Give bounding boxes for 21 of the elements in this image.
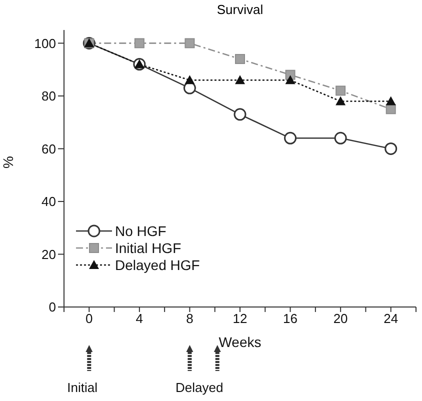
legend-label: Delayed HGF xyxy=(115,256,200,272)
x-tick-label: 20 xyxy=(333,311,348,326)
y-axis-title: % xyxy=(0,156,16,168)
text: Initial xyxy=(67,380,98,395)
text: Delayed xyxy=(176,380,224,395)
y-tick-label: 60 xyxy=(42,141,56,156)
x-tick-label: 4 xyxy=(136,311,144,326)
y-tick-label: 80 xyxy=(42,88,56,104)
chart-title: Survival xyxy=(216,2,264,17)
x-axis-title: Weeks xyxy=(218,334,262,350)
x-tick-label: 16 xyxy=(283,311,298,326)
x-tick-label: 8 xyxy=(186,311,194,326)
y-tick-label: 0 xyxy=(48,300,56,315)
y-tick-label: 20 xyxy=(42,246,56,262)
x-tick-label: 12 xyxy=(232,311,248,326)
legend-label: No HGF xyxy=(115,222,166,238)
y-tick-label: 40 xyxy=(42,194,56,210)
y-tick-label: 100 xyxy=(34,36,56,51)
legend-label: Initial HGF xyxy=(115,240,182,256)
x-tick-label: 0 xyxy=(86,311,93,326)
x-tick-label: 24 xyxy=(384,311,398,326)
